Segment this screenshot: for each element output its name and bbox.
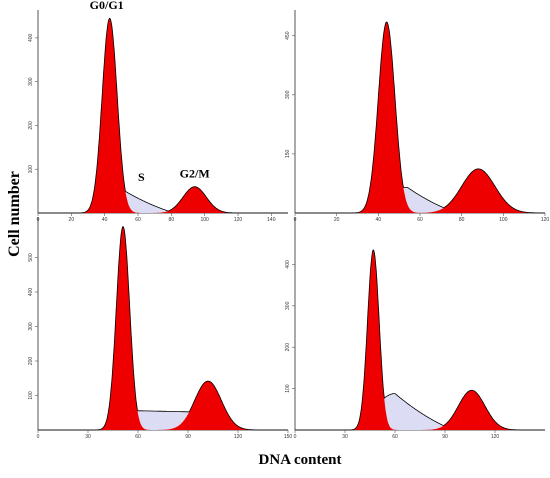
g0-g1-peak (38, 226, 288, 430)
s-phase-area (295, 393, 545, 430)
histogram-panel-top-right: 020406080100120150300450 (285, 10, 549, 223)
y-tick-label: 500 (28, 253, 34, 262)
phase-annotation: G2/M (180, 167, 210, 181)
x-tick-label: 0 (294, 434, 297, 440)
g2-m-peak (295, 168, 545, 213)
x-tick-label: 120 (491, 434, 500, 440)
x-tick-label: 30 (342, 434, 348, 440)
y-tick-label: 100 (285, 384, 291, 393)
x-tick-label: 90 (442, 434, 448, 440)
y-tick-label: 400 (28, 33, 34, 42)
g2-m-peak (295, 390, 545, 430)
x-tick-label: 30 (85, 434, 91, 440)
x-tick-label: 140 (267, 217, 276, 223)
x-tick-label: 120 (234, 434, 243, 440)
x-tick-label: 40 (102, 217, 108, 223)
histogram-panel-bottom-left: 0 30 60 90 120 150 100 200 300 400 500 (28, 217, 292, 440)
g0-g1-peak (295, 22, 545, 213)
x-tick-label: 80 (459, 217, 465, 223)
y-tick-label: 400 (285, 260, 291, 269)
x-tick-label: 0 (37, 434, 40, 440)
s-phase-area (38, 410, 288, 430)
y-axis-label: Cell number (6, 171, 23, 257)
y-tick-label: 100 (28, 165, 34, 174)
x-tick-label: 40 (376, 217, 382, 223)
histogram-outline (38, 17, 288, 214)
x-axis-label: DNA content (259, 452, 342, 468)
y-tick-label: 400 (28, 288, 34, 297)
x-tick-label: 100 (200, 217, 209, 223)
x-tick-label: 20 (334, 217, 340, 223)
g0-g1-peak (38, 18, 288, 213)
y-tick-label: 100 (28, 391, 34, 400)
y-tick-label: 300 (285, 90, 291, 99)
y-tick-label: 200 (28, 121, 34, 130)
y-tick-label: 450 (285, 31, 291, 40)
histogram-outline (38, 225, 288, 431)
x-tick-label: 80 (169, 217, 175, 223)
x-tick-label: 150 (284, 434, 293, 440)
x-tick-label: 90 (185, 434, 191, 440)
s-phase-area (295, 187, 545, 213)
phase-annotation: S (138, 170, 145, 184)
x-tick-label: 120 (541, 217, 550, 223)
y-tick-label: 200 (28, 357, 34, 366)
y-tick-label: 300 (28, 322, 34, 331)
g0-g1-peak (295, 250, 545, 430)
histogram-outline (295, 249, 545, 431)
phase-annotation: G0/G1 (90, 0, 124, 12)
x-tick-label: 60 (392, 434, 398, 440)
g2-m-peak (38, 381, 288, 430)
x-tick-label: 60 (135, 217, 141, 223)
y-tick-label: 300 (285, 301, 291, 310)
y-tick-label: 150 (285, 150, 291, 159)
y-tick-label: 300 (28, 77, 34, 86)
histogram-panel-bottom-right: 0 30 60 90 120 100 200 300 400 (285, 217, 545, 440)
y-tick-label: 200 (285, 343, 291, 352)
x-tick-label: 120 (234, 217, 243, 223)
x-tick-label: 20 (69, 217, 75, 223)
histogram-outline (295, 21, 545, 214)
x-tick-label: 60 (135, 434, 141, 440)
x-tick-label: 100 (499, 217, 508, 223)
x-tick-label: 60 (417, 217, 423, 223)
